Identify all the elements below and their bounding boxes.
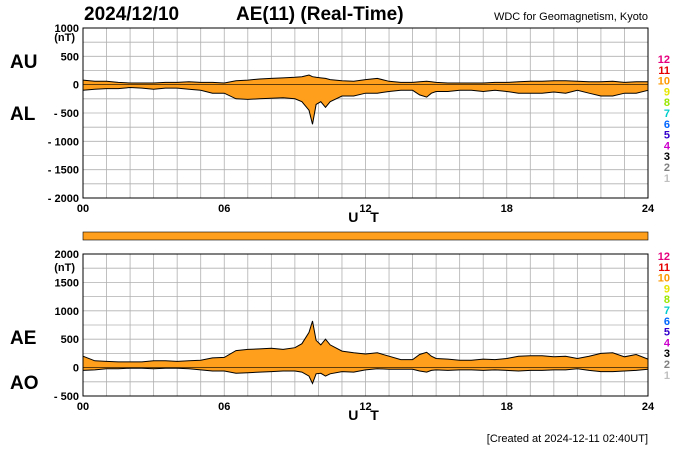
chart-title: AE(11) (Real-Time)	[236, 4, 404, 25]
x-tick-label: 00	[77, 203, 89, 215]
quality-level-9: 9	[664, 283, 670, 295]
au-label: AU	[10, 52, 38, 73]
x-tick-label: 18	[501, 203, 513, 215]
quality-level-3: 3	[664, 348, 670, 360]
y-tick-label: 500	[61, 51, 79, 63]
x-tick-label: 06	[218, 203, 230, 215]
x-tick-label: 24	[642, 401, 655, 413]
x-axis-label: U T	[348, 209, 383, 225]
data-coverage-bar	[82, 231, 649, 241]
created-timestamp: [Created at 2024-12-11 02:40UT]	[486, 433, 648, 445]
y-tick-label: - 1500	[48, 165, 79, 177]
quality-level-12: 12	[658, 251, 670, 263]
quality-level-1: 1	[664, 370, 670, 382]
quality-level-11: 11	[658, 262, 670, 274]
panel-1	[82, 27, 649, 199]
y-tick-label: 500	[61, 334, 79, 346]
y-tick-label: 0	[73, 80, 79, 92]
x-tick-label: 00	[77, 401, 89, 413]
y-tick-label: 1000	[55, 23, 79, 35]
x-tick-label: 18	[501, 401, 513, 413]
plot-frame	[82, 253, 649, 397]
quality-level-2: 2	[664, 359, 670, 371]
y-tick-label: - 500	[54, 391, 79, 403]
quality-level-7: 7	[664, 305, 670, 317]
al-label: AL	[10, 104, 36, 125]
y-tick-label: 1500	[55, 277, 79, 289]
y-tick-label: 0	[73, 363, 79, 375]
panel-2	[82, 253, 649, 397]
x-tick-label: 24	[642, 203, 655, 215]
y-tick-label: 1000	[55, 306, 79, 318]
quality-level-5: 5	[664, 130, 670, 142]
quality-level-5: 5	[664, 327, 670, 339]
chart-date: 2024/12/10	[84, 4, 180, 25]
quality-level-8: 8	[664, 294, 670, 306]
x-tick-label: 12	[359, 401, 371, 413]
institution-label: WDC for Geomagnetism, Kyoto	[493, 11, 648, 23]
series-line-AO	[82, 367, 649, 385]
x-axis-label: U T	[348, 407, 383, 423]
unit-label: (nT)	[54, 262, 75, 274]
y-tick-label: - 1000	[48, 136, 79, 148]
quality-level-8: 8	[664, 97, 670, 109]
x-tick-label: 12	[359, 203, 371, 215]
quality-level-7: 7	[664, 108, 670, 120]
y-tick-label: - 500	[54, 108, 79, 120]
area-envelope	[83, 75, 648, 125]
quality-level-4: 4	[664, 337, 671, 349]
plot-frame	[82, 27, 649, 199]
ao-label: AO	[10, 373, 39, 394]
quality-level-4: 4	[664, 140, 671, 152]
quality-level-10: 10	[658, 76, 670, 88]
quality-level-6: 6	[664, 119, 670, 131]
series-line-AE	[82, 320, 649, 363]
series-line-AU	[82, 74, 648, 84]
quality-level-10: 10	[658, 273, 670, 285]
series-line-AL	[82, 86, 649, 125]
quality-level-2: 2	[664, 162, 670, 174]
unit-label: (nT)	[54, 32, 75, 44]
quality-level-6: 6	[664, 316, 670, 328]
quality-level-9: 9	[664, 86, 670, 98]
quality-level-3: 3	[664, 151, 670, 163]
x-tick-label: 06	[218, 401, 230, 413]
quality-level-11: 11	[658, 65, 670, 77]
quality-level-12: 12	[658, 54, 670, 66]
ae-label: AE	[10, 328, 37, 349]
y-tick-label: - 2000	[48, 193, 79, 205]
quality-level-1: 1	[664, 173, 670, 185]
y-tick-label: 2000	[55, 249, 79, 261]
